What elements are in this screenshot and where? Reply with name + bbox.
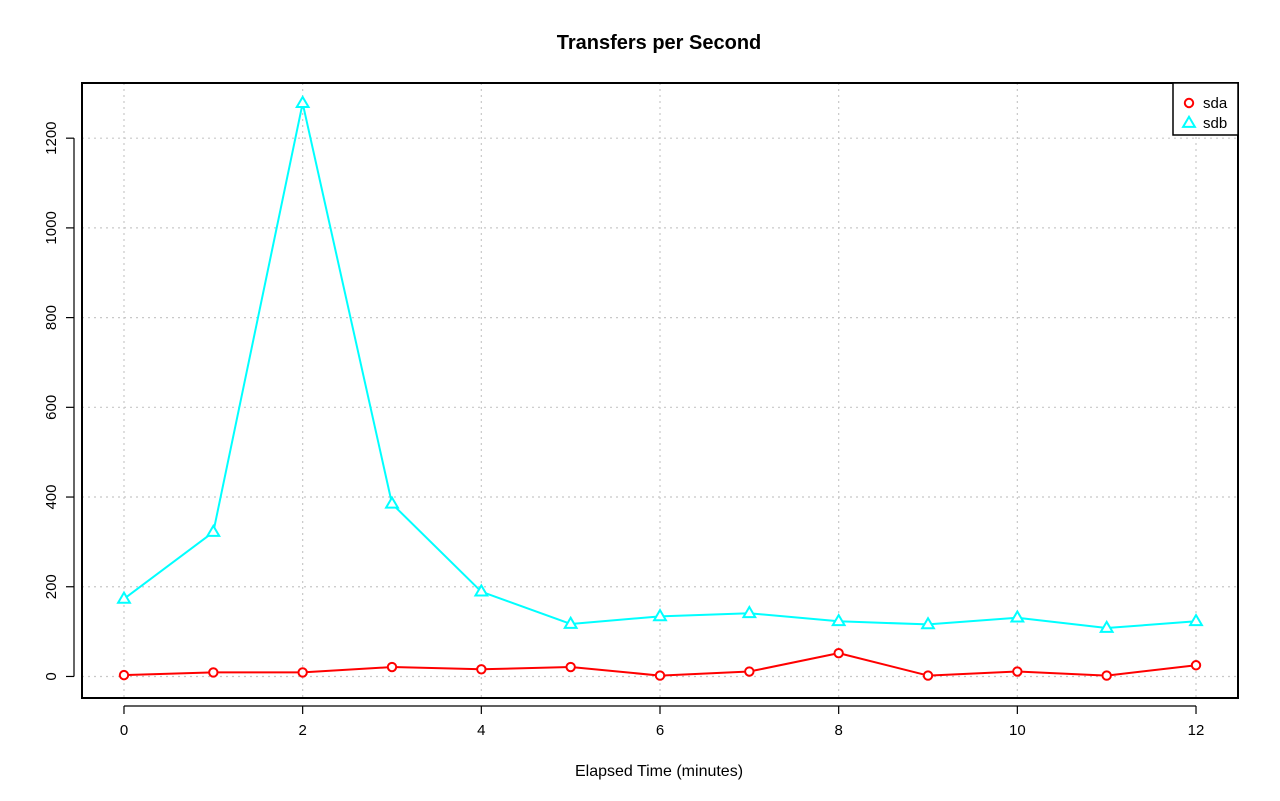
series-segment	[391, 666, 482, 671]
x-tick-label: 2	[298, 722, 306, 739]
series-sdb	[116, 95, 1204, 633]
series-segment	[123, 671, 214, 677]
series-segment	[480, 590, 572, 625]
series-segment	[1017, 670, 1107, 677]
data-point	[922, 670, 934, 681]
series-segment	[301, 102, 393, 504]
data-point	[1190, 660, 1202, 671]
data-point	[1188, 613, 1204, 627]
series-segment	[391, 503, 483, 593]
y-tick-label: 800	[43, 305, 60, 330]
data-point	[386, 661, 398, 673]
legend-label: sda	[1203, 95, 1228, 112]
series-segment	[838, 620, 929, 626]
series-segment	[749, 652, 839, 673]
data-point	[920, 616, 936, 630]
series-segment	[927, 670, 1018, 677]
data-point	[833, 647, 844, 659]
x-tick-label: 10	[1009, 722, 1026, 739]
data-point	[476, 664, 487, 675]
plot-frame	[81, 82, 1239, 699]
y-tick-label: 1000	[43, 211, 60, 244]
series-segment	[659, 612, 750, 618]
data-point	[831, 613, 847, 627]
data-point	[744, 666, 755, 677]
data-point	[1009, 609, 1025, 623]
data-point	[297, 667, 308, 678]
data-point	[563, 615, 579, 629]
data-point	[384, 495, 400, 509]
legend-label: sdb	[1203, 115, 1227, 132]
data-point	[116, 590, 132, 604]
series-segment	[302, 666, 393, 674]
y-tick-label: 400	[43, 485, 60, 510]
x-axis-label: Elapsed Time (minutes)	[575, 763, 743, 780]
x-axis: 0 2 4 6 8 10 12	[120, 705, 1205, 739]
data-point	[118, 669, 130, 681]
grid-lines	[82, 83, 1238, 698]
data-point	[1012, 666, 1023, 677]
y-tick-label: 1200	[43, 121, 60, 154]
series-sda	[118, 647, 1202, 681]
x-tick-label: 6	[656, 722, 664, 739]
data-point	[1099, 619, 1115, 633]
data-point	[565, 661, 576, 673]
data-point	[205, 523, 221, 537]
legend-marker	[1181, 114, 1197, 128]
data-point	[654, 670, 666, 681]
legend: sda sdb	[1172, 82, 1239, 136]
x-tick-label: 8	[834, 722, 842, 739]
data-point	[1101, 670, 1112, 681]
series-segment	[1017, 616, 1107, 630]
y-tick-label: 200	[43, 574, 60, 599]
series-segment	[659, 670, 750, 677]
y-axis: 0 200 400 600 800 1000 1200	[43, 121, 75, 681]
data-point	[741, 605, 757, 619]
series-segment	[927, 616, 1018, 626]
x-tick-label: 0	[120, 722, 128, 739]
series-segment	[570, 666, 661, 677]
data-point	[473, 583, 489, 597]
series-segment	[749, 612, 839, 623]
series-layer	[116, 95, 1204, 681]
series-segment	[1106, 620, 1197, 630]
series-segment	[570, 615, 661, 625]
x-tick-label: 4	[477, 722, 485, 739]
data-point	[295, 95, 311, 109]
chart-title: Transfers per Second	[557, 32, 762, 54]
legend-box	[1172, 82, 1239, 136]
series-segment	[1106, 664, 1197, 677]
series-segment	[481, 666, 571, 671]
series-segment	[838, 652, 929, 677]
x-tick-label: 12	[1188, 722, 1205, 739]
y-tick-label: 0	[43, 672, 60, 680]
data-point	[652, 608, 668, 622]
series-segment	[123, 531, 214, 600]
y-tick-label: 600	[43, 395, 60, 420]
legend-marker	[1183, 97, 1195, 109]
series-segment	[212, 102, 304, 533]
data-point	[208, 667, 219, 678]
